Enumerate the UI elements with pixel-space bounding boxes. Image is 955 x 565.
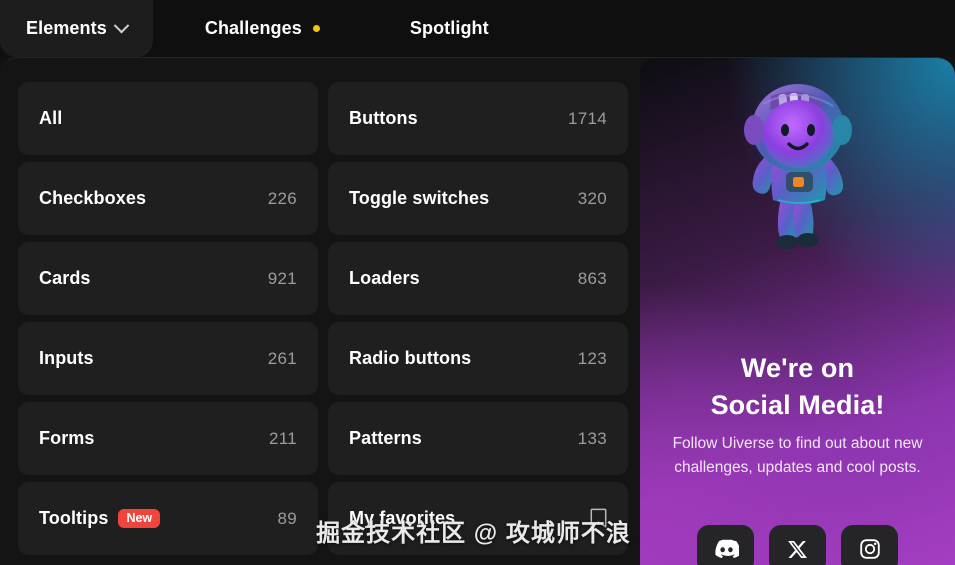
category-count: 123 [577,348,607,368]
category-label: Checkboxes [39,188,147,208]
category-label: Forms [39,428,95,448]
category-count: 921 [267,268,297,288]
category-count: 261 [267,348,297,368]
category-item-inputs[interactable]: Inputs 261 [18,322,318,395]
category-column-right: Buttons 1714 Toggle switches 320 Loaders… [328,82,628,565]
category-item-all-left: All [39,108,62,129]
x-icon [788,540,807,558]
category-item-cards-left: Cards [39,268,91,289]
social-links [640,525,955,565]
tab-spotlight[interactable]: Spotlight [384,0,515,57]
category-count: 1714 [567,108,607,128]
category-label: Patterns [349,428,422,448]
astronaut-mascot-icon [743,83,852,249]
category-count: 226 [267,188,297,208]
category-count: 863 [577,268,607,288]
tab-spotlight-label: Spotlight [409,18,489,38]
category-item-tooltips-left: Tooltips New [39,508,161,529]
category-column-left: All Checkboxes 226 Cards 921 [18,82,318,565]
chevron-down-icon [113,17,130,34]
category-label: Buttons [349,108,418,128]
category-item-buttons[interactable]: Buttons 1714 [328,82,628,155]
x-link-button[interactable] [769,525,826,565]
category-grid: All Checkboxes 226 Cards 921 [0,58,640,565]
instagram-link-button[interactable] [841,525,898,565]
category-item-forms-left: Forms [39,428,95,449]
category-item-patterns[interactable]: Patterns 133 [328,402,628,475]
category-item-toggle-switches-left: Toggle switches [349,188,489,209]
bookmark-icon[interactable] [590,508,607,529]
discord-icon [714,539,739,559]
new-badge: New [118,508,161,529]
astronaut-mascot-illustration [640,72,955,262]
category-item-all[interactable]: All [18,82,318,155]
category-count: 211 [268,428,297,448]
promo-title-line2: Social Media! [710,390,885,421]
content-panel: All Checkboxes 226 Cards 921 [0,57,955,565]
category-label: Tooltips [39,508,109,528]
category-label: Cards [39,268,91,288]
category-label: My favorites [349,508,456,528]
category-item-tooltips[interactable]: Tooltips New 89 [18,482,318,555]
category-label: All [39,108,63,128]
category-count: 89 [277,508,297,528]
category-item-buttons-left: Buttons [349,108,418,129]
category-label: Toggle switches [349,188,490,208]
category-item-cards[interactable]: Cards 921 [18,242,318,315]
category-count: 320 [577,188,607,208]
discord-link-button[interactable] [697,525,754,565]
tab-challenges[interactable]: Challenges [179,0,346,57]
category-item-checkboxes-left: Checkboxes [39,188,146,209]
category-item-radio-buttons-left: Radio buttons [349,348,471,369]
category-item-radio-buttons[interactable]: Radio buttons 123 [328,322,628,395]
category-item-inputs-left: Inputs [39,348,94,369]
category-item-patterns-left: Patterns [349,428,422,449]
category-label: Inputs [39,348,94,368]
promo-title: We're on Social Media! [640,350,955,425]
category-label: Radio buttons [349,348,472,368]
category-item-loaders[interactable]: Loaders 863 [328,242,628,315]
tab-elements-label: Elements [26,18,107,38]
social-media-promo-panel: We're on Social Media! Follow Uiverse to… [640,58,955,565]
category-item-loaders-left: Loaders [349,268,420,289]
tab-challenges-label: Challenges [204,18,302,38]
top-navigation-bar: Elements Challenges Spotlight [0,0,955,57]
notification-dot-icon [312,25,320,32]
category-count: 133 [577,428,607,448]
instagram-icon [859,539,880,559]
category-item-toggle-switches[interactable]: Toggle switches 320 [328,162,628,235]
promo-title-line1: We're on [740,353,855,383]
category-label: Loaders [349,268,420,288]
category-item-my-favorites[interactable]: My favorites [328,482,628,555]
category-item-my-favorites-left: My favorites [349,508,455,529]
category-item-forms[interactable]: Forms 211 [18,402,318,475]
category-item-checkboxes[interactable]: Checkboxes 226 [18,162,318,235]
promo-subtitle: Follow Uiverse to find out about new cha… [672,435,923,476]
tab-elements[interactable]: Elements [0,0,153,57]
